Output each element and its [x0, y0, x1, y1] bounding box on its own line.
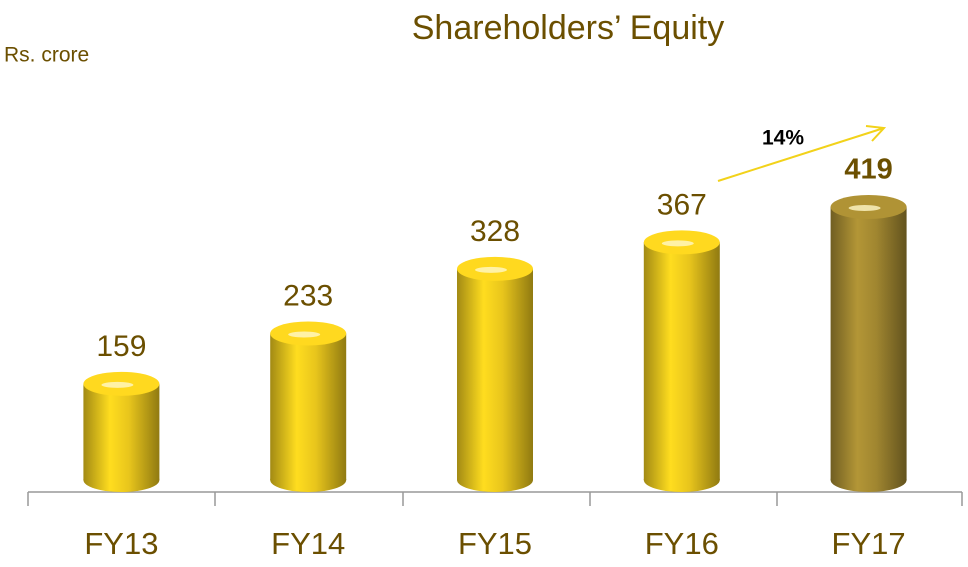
- value-label: 328: [470, 215, 520, 248]
- bar-bottom: [457, 468, 533, 492]
- bar-bottom: [270, 468, 347, 492]
- bar-bottom: [643, 468, 720, 492]
- bar-highlight: [848, 205, 881, 211]
- bar-highlight: [101, 381, 134, 388]
- bar-bottom: [830, 468, 907, 492]
- bar: [643, 242, 720, 480]
- x-tick-label: FY14: [271, 526, 345, 561]
- value-label: 367: [657, 188, 707, 221]
- bar-highlight: [661, 240, 694, 247]
- value-label: 159: [96, 330, 146, 363]
- value-label: 233: [283, 279, 333, 312]
- x-tick-label: FY17: [832, 526, 906, 561]
- x-tick-label: FY13: [84, 526, 158, 561]
- bar-bottom: [83, 468, 160, 492]
- bar: [270, 333, 347, 480]
- unit-label: Rs. crore: [4, 44, 89, 67]
- growth-arrow: [717, 125, 887, 182]
- x-tick-label: FY16: [645, 526, 719, 561]
- annotation: 14%: [762, 127, 804, 150]
- baseline: [27, 491, 963, 506]
- bar-highlight: [475, 266, 507, 273]
- bar: [83, 383, 160, 480]
- bar: [457, 268, 533, 480]
- value-label: 419: [844, 154, 892, 186]
- bar: [830, 207, 907, 480]
- bar-highlight: [288, 331, 321, 338]
- x-tick-label: FY15: [458, 526, 532, 561]
- chart-title: Shareholders’ Equity: [412, 9, 724, 47]
